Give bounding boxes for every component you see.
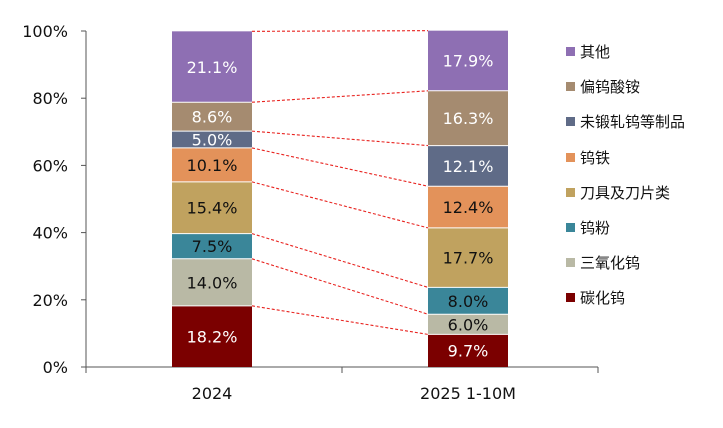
y-tick-label: 100% (22, 22, 68, 41)
legend-item: 钨铁 (566, 140, 685, 175)
legend-swatch (566, 187, 575, 197)
connector-line (251, 181, 429, 229)
bar-segment (428, 334, 508, 367)
y-tick-label: 60% (32, 156, 68, 175)
legend-label: 未锻轧钨等制品 (580, 113, 686, 132)
bar-segment (172, 147, 252, 182)
data-label: 18.2% (187, 327, 238, 346)
bar-segment (428, 287, 508, 315)
bar-segment (172, 233, 252, 259)
legend-swatch (566, 82, 575, 92)
y-tick-label: 20% (32, 291, 68, 310)
bar-segment (172, 258, 252, 306)
bar-segment (428, 30, 508, 91)
legend-item: 偏钨酸铵 (566, 69, 685, 104)
legend-label: 偏钨酸铵 (580, 78, 641, 97)
data-label: 12.1% (443, 157, 494, 176)
data-label: 15.4% (187, 199, 238, 218)
data-label: 12.4% (443, 198, 494, 217)
connector-line (251, 90, 429, 103)
data-label: 21.1% (187, 58, 238, 77)
data-label: 10.1% (187, 156, 238, 175)
data-label: 16.3% (443, 109, 494, 128)
x-tick-label: 2025 1-10M (420, 384, 516, 403)
bar-segment (428, 314, 508, 335)
legend-label: 碳化钨 (580, 289, 626, 308)
data-label: 9.7% (448, 342, 489, 361)
legend-label: 刀具及刀片类 (580, 183, 671, 202)
data-label: 6.0% (448, 315, 489, 334)
chart-legend: 其他 偏钨酸铵 未锻轧钨等制品 钨铁 刀具及刀片类 钨粉 三氧化钨 碳化钨 (566, 34, 685, 316)
connector-line (251, 233, 429, 288)
bar-segment (428, 145, 508, 187)
legend-swatch (566, 293, 575, 303)
connector-line (251, 305, 429, 335)
bar-segment (172, 131, 252, 148)
bar-segment (172, 31, 252, 103)
bar-segment (428, 186, 508, 228)
legend-swatch (566, 117, 575, 127)
connector-line (251, 147, 429, 187)
legend-item: 三氧化钨 (566, 245, 685, 280)
connector-line (251, 130, 429, 147)
bar-segment (172, 102, 252, 132)
x-tick-label: 2024 (192, 384, 233, 403)
data-label: 14.0% (187, 273, 238, 292)
legend-label: 三氧化钨 (580, 254, 641, 273)
legend-item: 碳化钨 (566, 280, 685, 315)
data-label: 8.0% (448, 292, 489, 311)
data-label: 17.9% (443, 52, 494, 71)
legend-swatch (566, 258, 575, 268)
legend-item: 刀具及刀片类 (566, 175, 685, 210)
legend-item: 钨粉 (566, 210, 685, 245)
data-label: 8.6% (192, 108, 233, 127)
connector-line (251, 30, 429, 32)
legend-swatch (566, 152, 575, 162)
legend-label: 其他 (580, 43, 611, 62)
legend-swatch (566, 47, 575, 57)
y-tick-label: 80% (32, 89, 68, 108)
y-tick-label: 40% (32, 224, 68, 243)
legend-swatch (566, 223, 575, 233)
connector-line (251, 258, 429, 315)
bar-segment (428, 227, 508, 288)
legend-item: 未锻轧钨等制品 (566, 104, 685, 139)
y-tick-label: 0% (43, 358, 68, 377)
data-label: 5.0% (192, 131, 233, 150)
bar-segment (172, 305, 252, 367)
data-label: 17.7% (443, 249, 494, 268)
legend-item: 其他 (566, 34, 685, 69)
data-label: 7.5% (192, 237, 233, 256)
bar-segment (428, 90, 508, 146)
legend-label: 钨铁 (580, 148, 611, 167)
legend-label: 钨粉 (580, 219, 611, 238)
bar-segment (172, 181, 252, 234)
